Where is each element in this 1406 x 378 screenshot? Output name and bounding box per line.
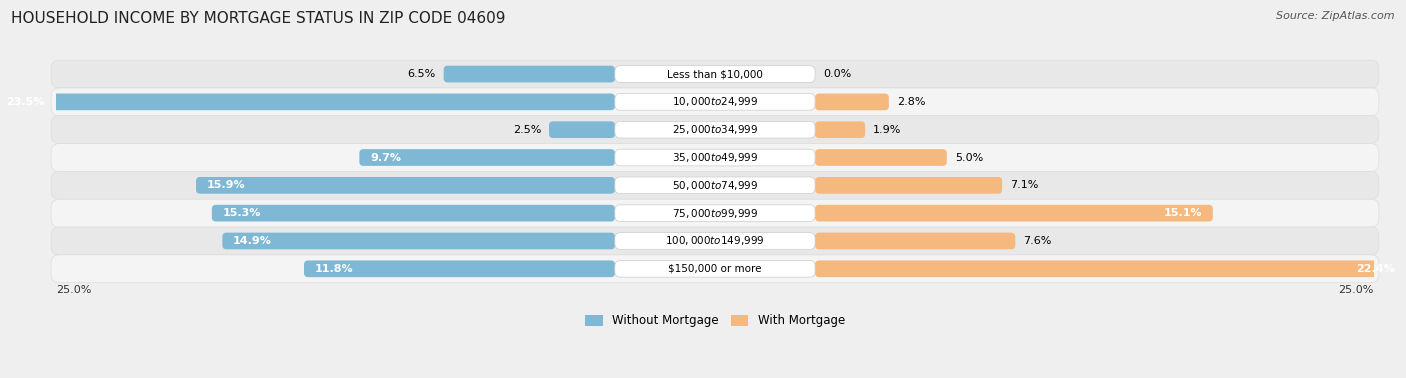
- FancyBboxPatch shape: [548, 121, 614, 138]
- FancyBboxPatch shape: [51, 227, 1379, 255]
- FancyBboxPatch shape: [614, 232, 815, 249]
- FancyBboxPatch shape: [51, 199, 1379, 227]
- Text: 22.4%: 22.4%: [1355, 264, 1395, 274]
- FancyBboxPatch shape: [815, 205, 1213, 222]
- Text: 2.8%: 2.8%: [897, 97, 925, 107]
- FancyBboxPatch shape: [51, 60, 1379, 88]
- FancyBboxPatch shape: [815, 260, 1405, 277]
- FancyBboxPatch shape: [51, 144, 1379, 172]
- Text: 1.9%: 1.9%: [873, 125, 901, 135]
- Text: HOUSEHOLD INCOME BY MORTGAGE STATUS IN ZIP CODE 04609: HOUSEHOLD INCOME BY MORTGAGE STATUS IN Z…: [11, 11, 506, 26]
- FancyBboxPatch shape: [51, 116, 1379, 144]
- Text: 7.6%: 7.6%: [1024, 236, 1052, 246]
- FancyBboxPatch shape: [614, 205, 815, 222]
- FancyBboxPatch shape: [614, 93, 815, 110]
- Legend: Without Mortgage, With Mortgage: Without Mortgage, With Mortgage: [581, 310, 849, 332]
- FancyBboxPatch shape: [304, 260, 614, 277]
- Text: $100,000 to $149,999: $100,000 to $149,999: [665, 234, 765, 248]
- Text: $10,000 to $24,999: $10,000 to $24,999: [672, 95, 758, 108]
- Text: $150,000 or more: $150,000 or more: [668, 264, 762, 274]
- FancyBboxPatch shape: [614, 66, 815, 82]
- Text: 11.8%: 11.8%: [315, 264, 353, 274]
- Text: 6.5%: 6.5%: [408, 69, 436, 79]
- FancyBboxPatch shape: [360, 149, 614, 166]
- Text: $50,000 to $74,999: $50,000 to $74,999: [672, 179, 758, 192]
- Text: 15.9%: 15.9%: [207, 180, 245, 191]
- FancyBboxPatch shape: [614, 149, 815, 166]
- Text: Source: ZipAtlas.com: Source: ZipAtlas.com: [1277, 11, 1395, 21]
- FancyBboxPatch shape: [444, 66, 614, 82]
- FancyBboxPatch shape: [815, 149, 946, 166]
- Text: Less than $10,000: Less than $10,000: [666, 69, 763, 79]
- FancyBboxPatch shape: [614, 260, 815, 277]
- Text: 7.1%: 7.1%: [1010, 180, 1039, 191]
- Text: 14.9%: 14.9%: [233, 236, 271, 246]
- Text: 5.0%: 5.0%: [955, 152, 983, 163]
- FancyBboxPatch shape: [815, 232, 1015, 249]
- FancyBboxPatch shape: [815, 93, 889, 110]
- FancyBboxPatch shape: [0, 93, 614, 110]
- FancyBboxPatch shape: [51, 172, 1379, 199]
- Text: 2.5%: 2.5%: [513, 125, 541, 135]
- Text: 9.7%: 9.7%: [370, 152, 401, 163]
- Text: $25,000 to $34,999: $25,000 to $34,999: [672, 123, 758, 136]
- FancyBboxPatch shape: [212, 205, 614, 222]
- FancyBboxPatch shape: [51, 88, 1379, 116]
- Text: 15.1%: 15.1%: [1164, 208, 1202, 218]
- FancyBboxPatch shape: [222, 232, 614, 249]
- Text: $35,000 to $49,999: $35,000 to $49,999: [672, 151, 758, 164]
- Text: 23.5%: 23.5%: [7, 97, 45, 107]
- FancyBboxPatch shape: [195, 177, 614, 194]
- Text: 25.0%: 25.0%: [1339, 285, 1374, 296]
- Text: $75,000 to $99,999: $75,000 to $99,999: [672, 207, 758, 220]
- FancyBboxPatch shape: [614, 121, 815, 138]
- FancyBboxPatch shape: [815, 121, 865, 138]
- Text: 15.3%: 15.3%: [222, 208, 260, 218]
- Text: 25.0%: 25.0%: [56, 285, 91, 296]
- FancyBboxPatch shape: [614, 177, 815, 194]
- Text: 0.0%: 0.0%: [823, 69, 851, 79]
- FancyBboxPatch shape: [815, 177, 1002, 194]
- FancyBboxPatch shape: [51, 255, 1379, 283]
